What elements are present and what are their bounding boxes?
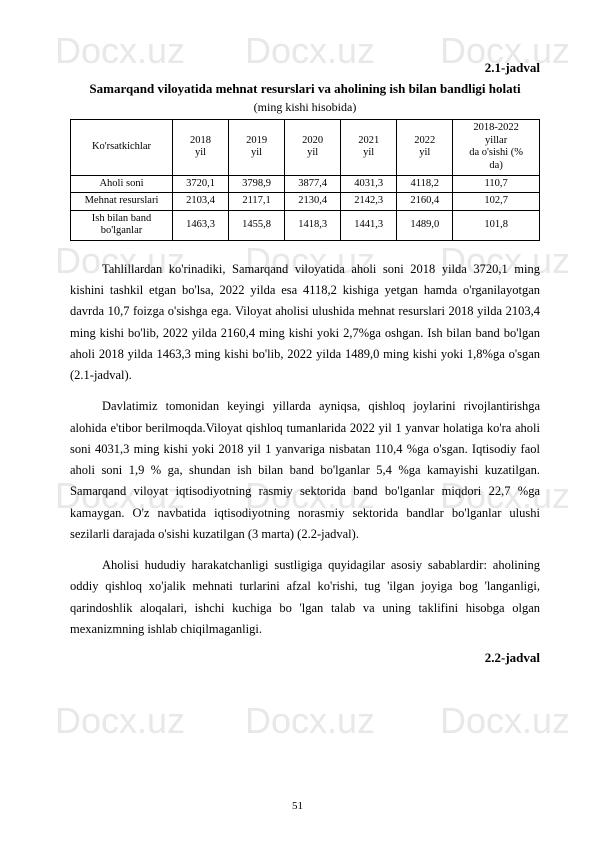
table-cell: 3798,9: [229, 175, 285, 193]
watermark: Docx.uz: [55, 700, 185, 742]
table-row: Mehnat resurslari 2103,4 2117,1 2130,4 2…: [71, 193, 540, 211]
paragraph: Tahlillardan ko'rinadiki, Samarqand vilo…: [70, 259, 540, 387]
table-cell: Ish bilan bandbo'lganlar: [71, 210, 173, 240]
page-number: 51: [292, 800, 303, 812]
table-header-row: Ko'rsatkichlar 2018yil 2019yil 2020yil 2…: [71, 120, 540, 175]
table-cell: 1455,8: [229, 210, 285, 240]
table-cell: 1489,0: [397, 210, 453, 240]
table-label-2: 2.2-jadval: [70, 650, 540, 666]
table-header: 2018-2022yillarda o'sishi (%da): [453, 120, 540, 175]
paragraph: Davlatimiz tomonidan keyingi yillarda ay…: [70, 396, 540, 545]
table-cell: 2130,4: [285, 193, 341, 211]
paragraph: Aholisi hududiy harakatchanligi sustligi…: [70, 555, 540, 640]
table-header: Ko'rsatkichlar: [71, 120, 173, 175]
table-subtitle: (ming kishi hisobida): [70, 100, 540, 115]
table-header: 2018yil: [172, 120, 228, 175]
table-cell: Aholi soni: [71, 175, 173, 193]
table-cell: 2117,1: [229, 193, 285, 211]
watermark: Docx.uz: [440, 700, 570, 742]
table-cell: 2160,4: [397, 193, 453, 211]
data-table: Ko'rsatkichlar 2018yil 2019yil 2020yil 2…: [70, 119, 540, 241]
table-cell: 3877,4: [285, 175, 341, 193]
table-header: 2022yil: [397, 120, 453, 175]
table-row: Aholi soni 3720,1 3798,9 3877,4 4031,3 4…: [71, 175, 540, 193]
table-title: Samarqand viloyatida mehnat resurslari v…: [70, 80, 540, 98]
table-cell: 1463,3: [172, 210, 228, 240]
table-cell: 4031,3: [341, 175, 397, 193]
table-cell: 1418,3: [285, 210, 341, 240]
table-cell: 4118,2: [397, 175, 453, 193]
table-cell: 101,8: [453, 210, 540, 240]
table-header: 2019yil: [229, 120, 285, 175]
table-header: 2021yil: [341, 120, 397, 175]
table-cell: 1441,3: [341, 210, 397, 240]
table-cell: 102,7: [453, 193, 540, 211]
table-label-1: 2.1-jadval: [70, 60, 540, 76]
table-cell: 3720,1: [172, 175, 228, 193]
page-content: 2.1-jadval Samarqand viloyatida mehnat r…: [70, 60, 540, 666]
table-cell: 2103,4: [172, 193, 228, 211]
table-row: Ish bilan bandbo'lganlar 1463,3 1455,8 1…: [71, 210, 540, 240]
table-cell: 110,7: [453, 175, 540, 193]
table-header: 2020yil: [285, 120, 341, 175]
table-cell: Mehnat resurslari: [71, 193, 173, 211]
table-cell: 2142,3: [341, 193, 397, 211]
watermark: Docx.uz: [245, 700, 375, 742]
